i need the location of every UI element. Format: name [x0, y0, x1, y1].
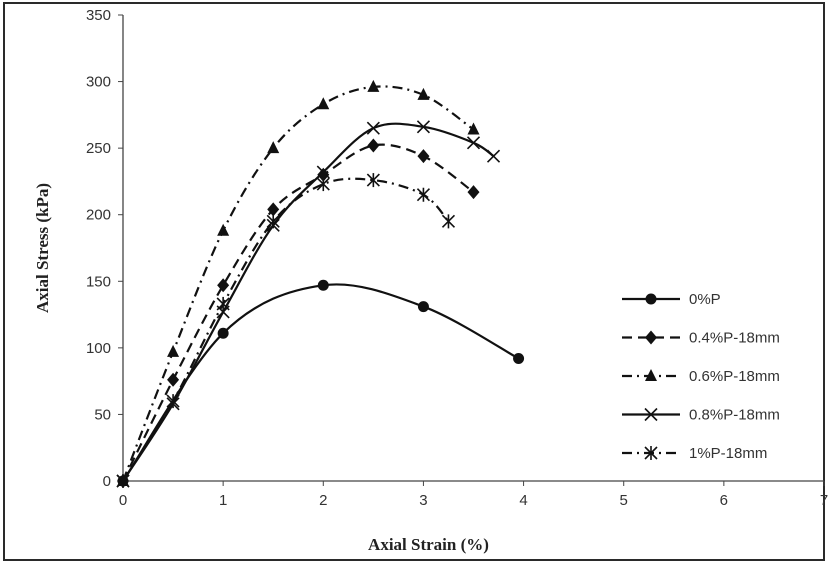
- y-tick-label: 0: [103, 473, 111, 490]
- data-point: [416, 120, 430, 134]
- x-tick-label: 4: [519, 492, 527, 509]
- y-tick-label: 200: [86, 207, 111, 224]
- data-point: [466, 136, 481, 150]
- y-tick-label: 250: [86, 140, 111, 157]
- data-point: [417, 301, 429, 313]
- legend-marker: [645, 293, 657, 305]
- data-point: [366, 173, 380, 188]
- data-point: [267, 202, 280, 217]
- legend-marker: [644, 407, 658, 422]
- x-marker-stroke: [366, 121, 380, 135]
- data-point: [266, 214, 280, 229]
- series-line: [121, 85, 475, 482]
- series-3: [117, 79, 480, 486]
- legend-label: 0.4%P-18mm: [689, 330, 780, 347]
- legend-label: 0%P: [689, 291, 721, 308]
- y-axis-title: Axial Stress (kPa): [33, 183, 52, 313]
- data-point: [167, 344, 180, 357]
- data-point: [486, 149, 501, 163]
- series-line: [122, 177, 450, 482]
- legend-item-5: 1%P-18mm: [622, 445, 767, 462]
- x-marker-stroke: [416, 120, 430, 134]
- series-4: [116, 120, 501, 488]
- legend-label: 0.8%P-18mm: [689, 407, 780, 424]
- data-point: [417, 87, 430, 100]
- series-line: [122, 122, 495, 482]
- legend-label: 0.6%P-18mm: [689, 368, 780, 385]
- legend-marker: [644, 446, 658, 460]
- x-marker-stroke: [466, 136, 481, 150]
- data-point: [217, 223, 230, 236]
- data-point: [167, 372, 180, 387]
- y-tick-label: 300: [86, 74, 111, 91]
- data-point: [416, 187, 430, 202]
- data-point: [317, 279, 329, 291]
- x-marker-stroke: [316, 165, 330, 179]
- x-tick-label: 1: [219, 492, 227, 509]
- data-point: [367, 79, 380, 92]
- data-point: [216, 296, 230, 311]
- data-point: [513, 353, 525, 365]
- data-point: [366, 121, 380, 135]
- y-tick-label: 100: [86, 340, 111, 357]
- x-tick-label: 3: [419, 492, 427, 509]
- data-point: [316, 165, 330, 179]
- data-point: [317, 167, 330, 182]
- data-point: [166, 394, 180, 409]
- x-tick-label: 7: [820, 492, 828, 509]
- data-point: [217, 278, 230, 293]
- data-point: [441, 214, 456, 229]
- y-tick-label: 150: [86, 273, 111, 290]
- data-point: [267, 141, 280, 154]
- legend-marker: [645, 369, 657, 381]
- series-1: [117, 279, 525, 487]
- legend-item-3: 0.6%P-18mm: [622, 368, 780, 385]
- plot-area: [116, 79, 525, 488]
- x-tick-label: 0: [119, 492, 127, 509]
- data-point: [417, 149, 430, 164]
- legend: 0%P 0.4%P-18mm 0.6%P-18mm 0.8%P-18mm 1%P-18m…: [622, 291, 780, 462]
- y-tick-label: 50: [94, 406, 111, 423]
- series-2: [117, 138, 480, 488]
- data-point: [217, 327, 229, 339]
- data-point: [367, 138, 380, 153]
- data-point: [467, 185, 480, 200]
- legend-marker: [645, 330, 657, 345]
- x-tick-label: 5: [620, 492, 628, 509]
- data-point: [116, 474, 130, 488]
- x-axis-title: Axial Strain (%): [368, 535, 489, 554]
- x-marker-stroke: [486, 149, 501, 163]
- legend-item-1: 0%P: [622, 291, 721, 308]
- y-tick-label: 350: [86, 7, 111, 24]
- data-point: [467, 122, 480, 135]
- x-tick-label: 6: [720, 492, 728, 509]
- x-tick-label: 2: [319, 492, 327, 509]
- x-marker-stroke: [644, 407, 658, 422]
- axes: 0 1 2 3 4 5 6 7 0 50 100 150 200 250 300 350: [86, 7, 828, 509]
- series-5: [116, 173, 456, 488]
- data-point: [317, 97, 330, 110]
- legend-label: 1%P-18mm: [689, 445, 767, 462]
- data-point: [316, 177, 330, 192]
- chart-frame: [3, 2, 825, 561]
- legend-item-2: 0.4%P-18mm: [622, 330, 780, 347]
- legend-item-4: 0.8%P-18mm: [622, 407, 780, 424]
